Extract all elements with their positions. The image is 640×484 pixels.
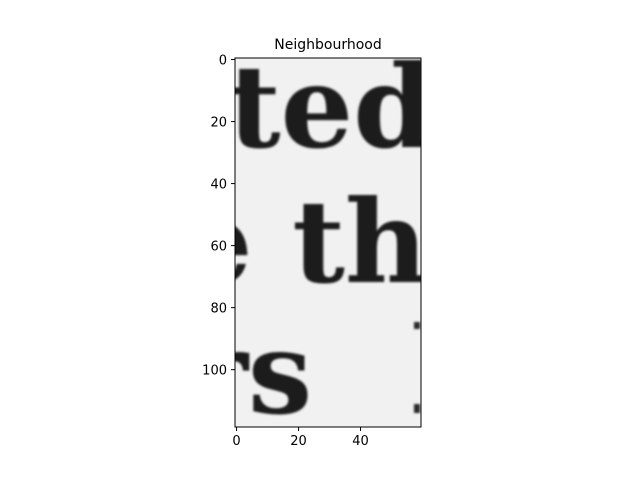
y-tick-label: 60	[210, 240, 227, 255]
y-tick-label: 0	[219, 54, 227, 69]
chart-title: Neighbourhood	[274, 37, 381, 53]
y-tick-label: 100	[202, 364, 227, 379]
image-text-line-3: rs	[188, 306, 312, 440]
axes-frame	[234, 57, 422, 428]
x-tick-label: 40	[352, 434, 369, 449]
x-tick-label: 0	[232, 434, 240, 449]
x-tick-label: 20	[290, 434, 307, 449]
image-content: ted e th rs	[180, 40, 433, 440]
image-background	[235, 58, 421, 427]
image-mark	[414, 322, 420, 329]
x-axis: 0 20 40	[232, 427, 369, 449]
y-tick-label: 20	[210, 116, 227, 131]
y-axis: 0 20 40 60 80 100	[202, 54, 235, 379]
image-mark	[414, 404, 420, 413]
y-tick-label: 40	[210, 178, 227, 193]
y-tick-label: 80	[210, 302, 227, 317]
image-text-line-2: e th	[180, 175, 428, 309]
image-text-line-1: ted	[228, 40, 433, 174]
